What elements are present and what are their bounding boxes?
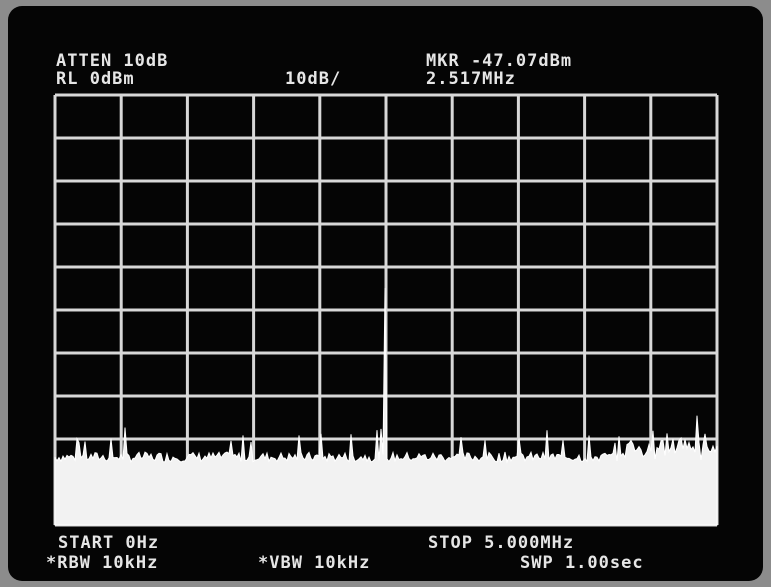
marker-level-label: MKR -47.07dBm [426,51,572,71]
atten-label: ATTEN 10dB [56,51,168,71]
vbw-label: *VBW 10kHz [258,553,370,573]
analyzer-screen: ATTEN 10dB RL 0dBm 10dB/ MKR -47.07dBm 2… [0,0,771,587]
marker-freq-label: 2.517MHz [426,69,516,89]
stop-label: STOP 5.000MHz [428,533,574,553]
scale-label: 10dB/ [285,69,341,89]
start-label: START 0Hz [58,533,159,553]
rbw-label: *RBW 10kHz [46,553,158,573]
sweep-label: SWP 1.00sec [520,553,644,573]
page: {"header": {"atten": "ATTEN 10dB", "ref_… [0,0,771,587]
ref-level-label: RL 0dBm [56,69,135,89]
